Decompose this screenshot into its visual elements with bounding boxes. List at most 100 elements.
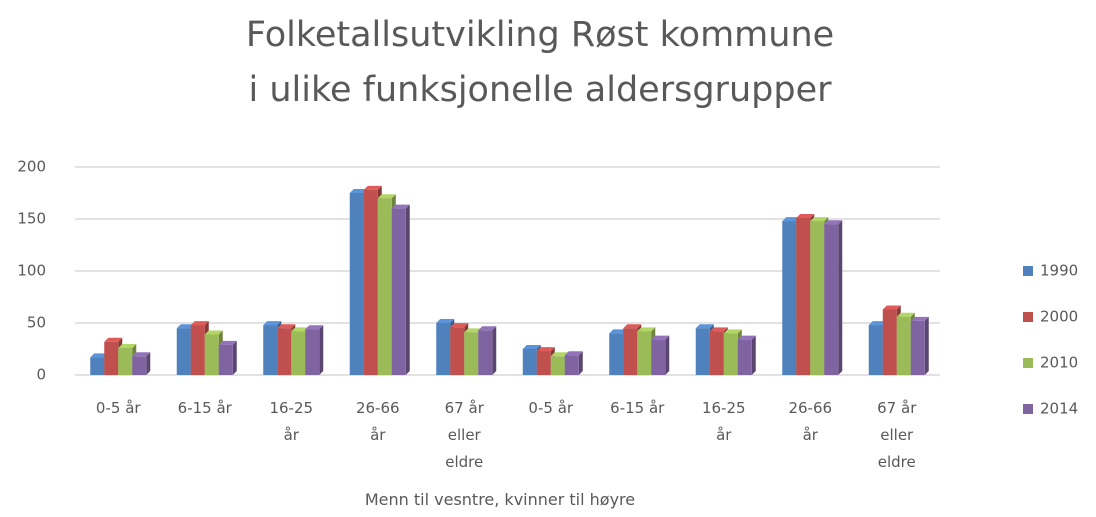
bar-top <box>349 189 368 193</box>
x-axis-title: Menn til vesntre, kvinner til høyre <box>364 490 636 509</box>
bar <box>176 328 191 375</box>
bar-top <box>377 194 396 199</box>
bar-top <box>910 316 929 321</box>
bar <box>737 339 752 375</box>
bar-top <box>176 324 195 329</box>
legend-swatch <box>1023 404 1033 414</box>
bar-top <box>723 329 742 334</box>
bar <box>349 193 364 375</box>
bar <box>305 329 320 375</box>
bar-top <box>737 335 756 340</box>
bar-top <box>363 185 382 190</box>
legend-swatch <box>1023 358 1033 368</box>
bar <box>782 221 797 375</box>
bar <box>824 224 839 375</box>
bar <box>564 355 579 375</box>
bar <box>218 344 233 375</box>
x-tick-label: 26-66 år <box>355 399 400 444</box>
x-tick-label: 26-66 år <box>788 399 833 444</box>
bar <box>204 334 219 375</box>
bar-top <box>782 217 801 222</box>
y-tick-label: 150 <box>17 210 46 228</box>
y-tick-label: 100 <box>17 262 46 280</box>
legend-label: 2014 <box>1040 400 1078 418</box>
bar <box>609 333 624 375</box>
bar-top <box>796 213 815 218</box>
bar-top <box>896 312 915 317</box>
bar-top <box>651 335 670 340</box>
bar <box>623 328 638 375</box>
x-tick-label: 6-15 år <box>177 399 232 417</box>
bar-top <box>464 328 483 333</box>
bar <box>478 330 493 375</box>
bar-top <box>536 347 555 352</box>
bar <box>377 198 392 375</box>
bar-side <box>319 325 324 375</box>
bar-top <box>132 352 151 357</box>
bar <box>810 221 825 375</box>
bar-top <box>436 319 455 323</box>
bar-top <box>522 345 541 349</box>
bar <box>132 356 147 375</box>
bar-side <box>924 316 929 375</box>
chart-title: Folketallsutvikling Røst kommune i ulike… <box>245 15 835 110</box>
bar-side <box>665 335 670 375</box>
x-tick-label: 67 år eller eldre <box>444 399 484 471</box>
bar-side <box>146 352 151 375</box>
legend-label: 2010 <box>1040 354 1078 372</box>
bar-side <box>838 220 843 375</box>
bar-top <box>882 305 901 310</box>
bar <box>637 331 652 375</box>
x-tick-label: 0-5 år <box>95 399 141 417</box>
bar <box>896 316 911 375</box>
bar-top <box>824 220 843 225</box>
bar <box>796 217 811 375</box>
bar <box>436 323 451 375</box>
bar-top <box>190 321 209 326</box>
bar <box>550 356 565 375</box>
bar-top <box>609 329 628 334</box>
bar <box>277 328 292 375</box>
bar-top <box>637 327 656 332</box>
bar <box>868 325 883 375</box>
bar <box>882 309 897 375</box>
bar-top <box>118 343 137 348</box>
bar-top <box>277 324 296 329</box>
bar <box>90 357 105 375</box>
bar-top <box>391 204 410 209</box>
bar-top <box>564 351 583 356</box>
bar <box>450 327 465 375</box>
bar <box>263 325 278 375</box>
bar-top <box>450 323 469 328</box>
bar-top <box>291 327 310 332</box>
bar <box>651 339 666 375</box>
bar <box>910 320 925 375</box>
bar-top <box>810 217 829 222</box>
legend-swatch <box>1023 266 1033 276</box>
bar <box>536 351 551 375</box>
bar-top <box>204 330 223 335</box>
bar-top <box>868 321 887 326</box>
bar-top <box>263 321 282 326</box>
y-tick-label: 200 <box>17 158 46 176</box>
x-tick-label: 0-5 år <box>528 399 574 417</box>
bar-top <box>623 324 642 329</box>
legend-swatch <box>1023 312 1033 322</box>
x-tick-label: 6-15 år <box>610 399 665 417</box>
bar <box>723 333 738 375</box>
bar-top <box>695 324 714 329</box>
bar <box>291 331 306 375</box>
bar-side <box>232 340 237 375</box>
bar-side <box>578 351 583 375</box>
y-tick-label: 50 <box>27 314 46 332</box>
bar-side <box>405 204 410 375</box>
x-tick-label: 16-25 år <box>701 399 746 444</box>
bar <box>104 341 119 375</box>
bar <box>695 328 710 375</box>
bar-top <box>218 340 237 345</box>
bar <box>522 349 537 375</box>
bar-top <box>478 326 497 331</box>
x-tick-label: 67 år eller eldre <box>877 399 917 471</box>
